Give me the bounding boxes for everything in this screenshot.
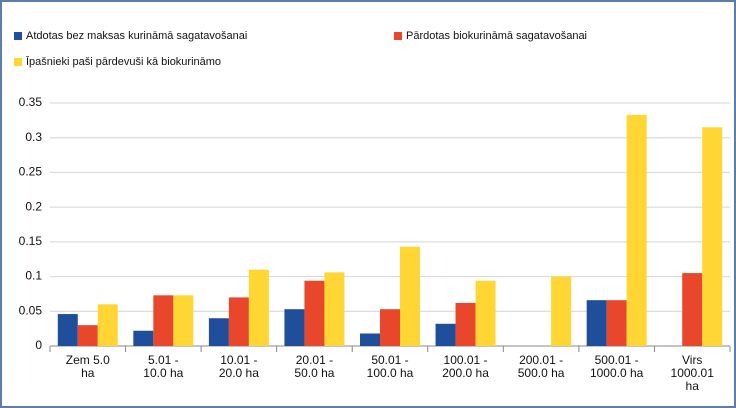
y-tick-label: 0.15 [19,234,43,248]
x-tick-label: 5.01 - 10.0 ha [143,353,184,380]
bar [304,280,325,346]
bar [77,325,98,346]
x-tick-label: 50.01 - 100.0 ha [366,353,414,380]
bar [228,297,249,346]
x-tick-label: 200.01 - 500.0 ha [517,353,565,380]
y-tick-label: 0.3 [25,130,42,144]
bar [682,273,703,346]
bar [97,304,118,346]
bar [360,333,380,346]
bar [626,114,647,346]
bar [702,127,723,346]
bar [324,272,345,346]
bar [284,309,305,346]
x-tick-label: Virs 1000.01 ha [670,353,714,393]
x-tick-label: 500.01 - 1000.0 ha [589,353,644,380]
y-tick-label: 0.1 [25,269,42,283]
legend-swatch [394,32,402,40]
bar [208,318,229,346]
x-tick-label: 20.01 - 50.0 ha [294,353,335,380]
bar [173,295,194,346]
legend-label: Īpašnieki paši pārdevuši kā biokurināmo [26,56,221,68]
bar [475,280,496,346]
bar [153,295,174,346]
bar [455,302,476,346]
y-tick-label: 0.2 [25,199,42,213]
bar [586,300,607,346]
y-tick-label: 0.25 [19,165,43,179]
y-tick-label: 0.35 [19,95,43,109]
y-tick-label: 0 [35,338,42,352]
bar [400,246,420,346]
legend-label: Pārdotas biokurināmā sagatavošanai [406,30,587,42]
x-tick-label: 100.01 - 200.0 ha [442,353,489,380]
legend-swatch [14,58,22,66]
bar [435,323,456,346]
legend-swatch [14,32,22,40]
bar [248,269,269,346]
x-tick-label: 10.01 - 20.0 ha [218,353,259,380]
legend-label: Atdotas bez maksas kurināmā sagatavošana… [26,30,247,42]
y-tick-label: 0.05 [19,303,43,317]
bar [57,314,78,346]
x-tick-label: Zem 5.0 ha [65,353,110,380]
bar [133,330,154,346]
bar [606,300,627,346]
bar [380,309,400,346]
bar [551,276,572,346]
